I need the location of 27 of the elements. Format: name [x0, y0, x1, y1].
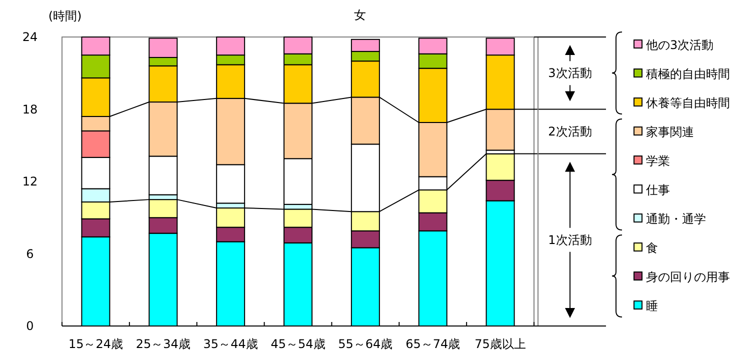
legend-label: 学業 — [646, 154, 670, 168]
text: 2次活動 — [548, 124, 592, 139]
legend-label: 休養等自由時間 — [646, 96, 730, 110]
legend-label: 身の回りの用事 — [646, 270, 730, 284]
y-tick-label: 12 — [22, 174, 38, 188]
x-tick-label: 75歳以上 — [474, 337, 526, 351]
legend-label: 家事関連 — [646, 125, 694, 139]
chart-title: 女 — [354, 8, 366, 22]
x-tick-label: 35～44歳 — [203, 337, 258, 351]
y-tick-label: 24 — [22, 30, 38, 44]
text: 1次活動 — [548, 232, 592, 247]
legend-label: 通勤・通学 — [646, 212, 706, 226]
x-tick-label: 25～34歳 — [136, 337, 190, 351]
x-tick-label: 55～64歳 — [338, 337, 393, 351]
x-tick-label: 65～74歳 — [406, 337, 460, 351]
y-tick-label: 18 — [22, 102, 38, 116]
x-tick-label: 45～54歳 — [270, 337, 326, 351]
legend-label: 睡 — [646, 299, 658, 313]
y-tick-label: 6 — [26, 246, 34, 261]
legend-label: 他の3次活動 — [646, 38, 714, 52]
y-tick-label: 0 — [26, 319, 34, 333]
text: 3次活動 — [548, 66, 592, 80]
legend-label: 仕事 — [645, 183, 670, 197]
legend-label: 積極的自由時間 — [646, 67, 730, 81]
y-axis-title: (時間) — [48, 9, 82, 23]
legend-label: 食 — [646, 241, 658, 255]
x-tick-label: 15～24歳 — [68, 337, 123, 351]
